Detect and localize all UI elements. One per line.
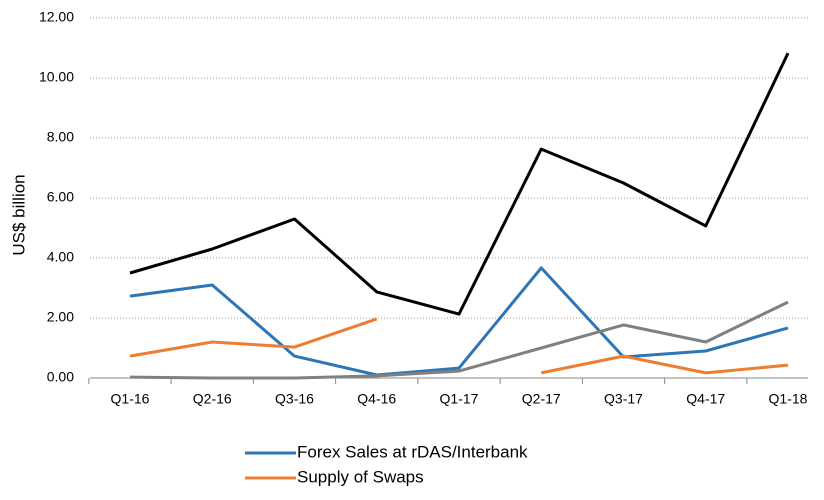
y-tick-label: 10.00 <box>39 69 74 85</box>
legend-label: Forex Sales at rDAS/Interbank <box>297 442 528 461</box>
y-axis-label: US$ billion <box>9 174 28 255</box>
y-tick-label: 2.00 <box>47 309 74 325</box>
x-tick-label: Q1-17 <box>440 391 479 407</box>
x-tick-label: Q4-17 <box>686 391 725 407</box>
series-line <box>129 266 789 377</box>
x-tick-label: Q1-16 <box>111 391 150 407</box>
y-tick-label: 12.00 <box>39 9 74 25</box>
x-tick-label: Q2-16 <box>193 391 232 407</box>
y-tick-label: 4.00 <box>47 249 74 265</box>
series-line <box>129 317 789 375</box>
y-tick-label: 0.00 <box>47 369 74 385</box>
x-tick-label: Q1-18 <box>769 391 808 407</box>
x-tick-label: Q4-16 <box>357 391 396 407</box>
y-tick-label: 6.00 <box>47 189 74 205</box>
x-tick-label: Q3-17 <box>604 391 643 407</box>
x-tick-label: Q3-16 <box>275 391 314 407</box>
series-line <box>129 300 789 380</box>
x-tick-label: Q2-17 <box>522 391 561 407</box>
legend-label: Supply of Swaps <box>297 467 424 486</box>
y-tick-label: 8.00 <box>47 129 74 145</box>
series-line <box>129 52 790 316</box>
